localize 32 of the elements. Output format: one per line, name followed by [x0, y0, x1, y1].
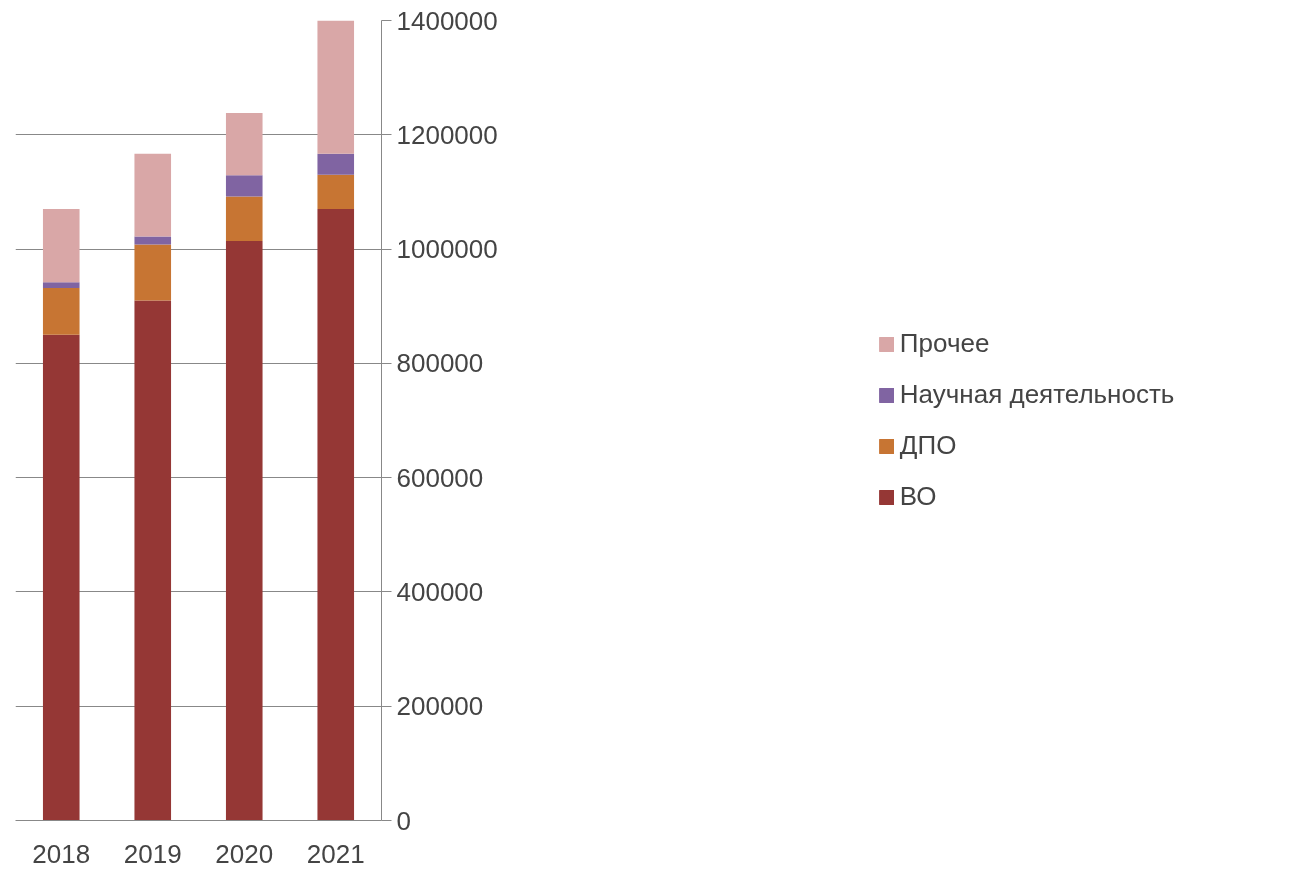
x-tick-label: 2018 [32, 838, 91, 869]
y-tick-label: 1400000 [396, 5, 498, 36]
y-tick-label: 400000 [396, 576, 484, 607]
bar [42, 209, 80, 283]
bar [42, 282, 80, 288]
legend-label: Научная деятельность [899, 379, 1175, 410]
bar [317, 174, 355, 210]
y-tick-label: 800000 [396, 348, 484, 379]
bar [225, 175, 263, 197]
bar [134, 236, 172, 245]
y-tick-label: 600000 [396, 462, 484, 493]
legend-label: ДПО [899, 430, 957, 461]
y-tick-label: 1000000 [396, 234, 498, 265]
bar [134, 244, 172, 301]
x-tick-label: 2021 [306, 838, 365, 869]
bar [42, 287, 80, 335]
bar [134, 153, 172, 237]
bar [317, 153, 355, 175]
legend-label: ВО [899, 481, 937, 512]
y-tick-label: 200000 [396, 691, 484, 722]
bar [225, 241, 263, 821]
bar [225, 113, 263, 176]
bar [317, 209, 355, 821]
legend-label: Прочее [899, 328, 990, 359]
y-tick-label: 0 [396, 805, 411, 836]
bar [42, 334, 80, 821]
x-tick-label: 2020 [215, 838, 274, 869]
bar [134, 300, 172, 821]
bar [317, 20, 355, 154]
bar [225, 196, 263, 242]
y-tick-label: 1200000 [396, 119, 498, 150]
x-tick-label: 2019 [123, 838, 182, 869]
